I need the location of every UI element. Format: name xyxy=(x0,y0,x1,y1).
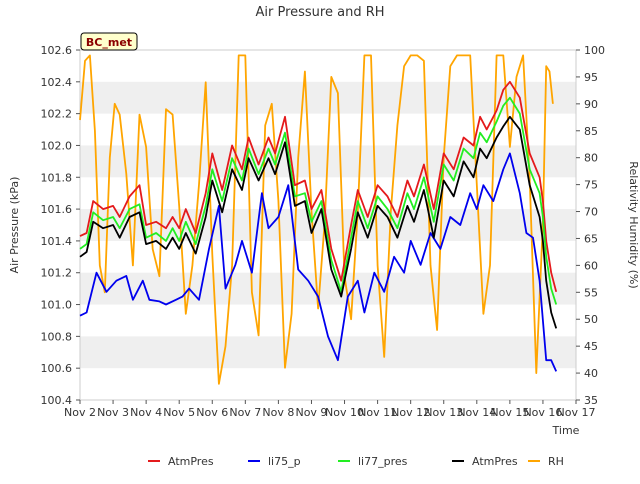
y2-tick-label: 85 xyxy=(584,125,598,138)
x-axis-label: Time xyxy=(552,424,580,437)
plot-area xyxy=(79,49,577,401)
y-tick-label: 100.4 xyxy=(41,394,73,407)
x-tick-label: Nov 14 xyxy=(457,406,496,419)
x-tick-label: Nov 16 xyxy=(523,406,562,419)
y2-tick-label: 50 xyxy=(584,313,598,326)
y2-tick-label: 95 xyxy=(584,71,598,84)
x-tick-label: Nov 4 xyxy=(130,406,162,419)
x-tick-label: Nov 17 xyxy=(557,406,596,419)
x-tick-label: Nov 3 xyxy=(97,406,129,419)
y2-tick-label: 55 xyxy=(584,286,598,299)
x-axis-ticks: Nov 2 Nov 3 Nov 4 Nov 5 Nov 6 Nov 7 Nov 8 Nov 9… xyxy=(64,400,595,419)
x-tick-label: Nov 15 xyxy=(490,406,529,419)
x-tick-label: Nov 6 xyxy=(196,406,228,419)
y2-tick-label: 40 xyxy=(584,367,598,380)
legend-label: AtmPres xyxy=(168,455,214,468)
x-tick-label: Nov 12 xyxy=(391,406,430,419)
grid-band xyxy=(80,336,576,369)
y-tick-label: 101.2 xyxy=(41,267,73,280)
y-tick-label: 101.8 xyxy=(41,171,73,184)
x-tick-label: Nov 11 xyxy=(358,406,397,419)
series-line-li77-pres xyxy=(79,96,558,305)
x-tick-label: Nov 8 xyxy=(262,406,294,419)
y2-tick-label: 35 xyxy=(584,394,598,407)
y-tick-label: 101.4 xyxy=(41,235,73,248)
legend-label: AtmPres xyxy=(472,455,518,468)
series-line-atmpres xyxy=(79,80,558,293)
grid-band xyxy=(80,81,576,114)
y2-axis-label: Relativity Humidity (%) xyxy=(627,161,640,288)
y-tick-label: 100.8 xyxy=(41,330,73,343)
y2-tick-label: 75 xyxy=(584,179,598,192)
series-line-rh xyxy=(79,54,554,385)
y2-tick-label: 80 xyxy=(584,152,598,165)
x-tick-label: Nov 9 xyxy=(295,406,327,419)
y-tick-label: 102.4 xyxy=(41,76,73,89)
x-tick-label: Nov 13 xyxy=(424,406,463,419)
series-line-li75-p xyxy=(79,152,558,372)
legend: AtmPres li75_p li77_pres AtmPres RH xyxy=(148,455,564,468)
grid-band xyxy=(80,272,576,305)
y2-axis-ticks: 35 40 45 50 55 60 65 70 75 80 85 90 95 100 xyxy=(576,44,605,407)
x-tick-label: Nov 10 xyxy=(325,406,364,419)
legend-label: li75_p xyxy=(268,455,301,468)
y-axis-ticks: 100.4 100.6 100.8 101.0 101.2 101.4 101.6 101.8… xyxy=(41,44,80,407)
series-layer xyxy=(79,54,558,385)
y2-tick-label: 100 xyxy=(584,44,605,57)
y-tick-label: 102.6 xyxy=(41,44,73,57)
legend-label: RH xyxy=(548,455,564,468)
chart-title: Air Pressure and RH xyxy=(255,5,384,20)
y-tick-label: 101.0 xyxy=(41,299,73,312)
y-tick-label: 102.2 xyxy=(41,108,73,121)
y-tick-label: 102.0 xyxy=(41,139,73,152)
site-label: BC_met xyxy=(86,36,132,49)
y-axis-label: Air Pressure (kPa) xyxy=(8,177,21,274)
x-tick-label: Nov 7 xyxy=(229,406,261,419)
y2-tick-label: 90 xyxy=(584,98,598,111)
y2-tick-label: 45 xyxy=(584,340,598,353)
legend-label: li77_pres xyxy=(358,455,408,468)
y2-tick-label: 60 xyxy=(584,259,598,272)
series-line-atmpres xyxy=(79,115,558,329)
y2-tick-label: 65 xyxy=(584,232,598,245)
y-tick-label: 100.6 xyxy=(41,362,73,375)
y2-tick-label: 70 xyxy=(584,206,598,219)
y-tick-label: 101.6 xyxy=(41,203,73,216)
site-label-badge: BC_met xyxy=(80,32,138,51)
x-tick-label: Nov 5 xyxy=(163,406,195,419)
x-tick-label: Nov 2 xyxy=(64,406,96,419)
